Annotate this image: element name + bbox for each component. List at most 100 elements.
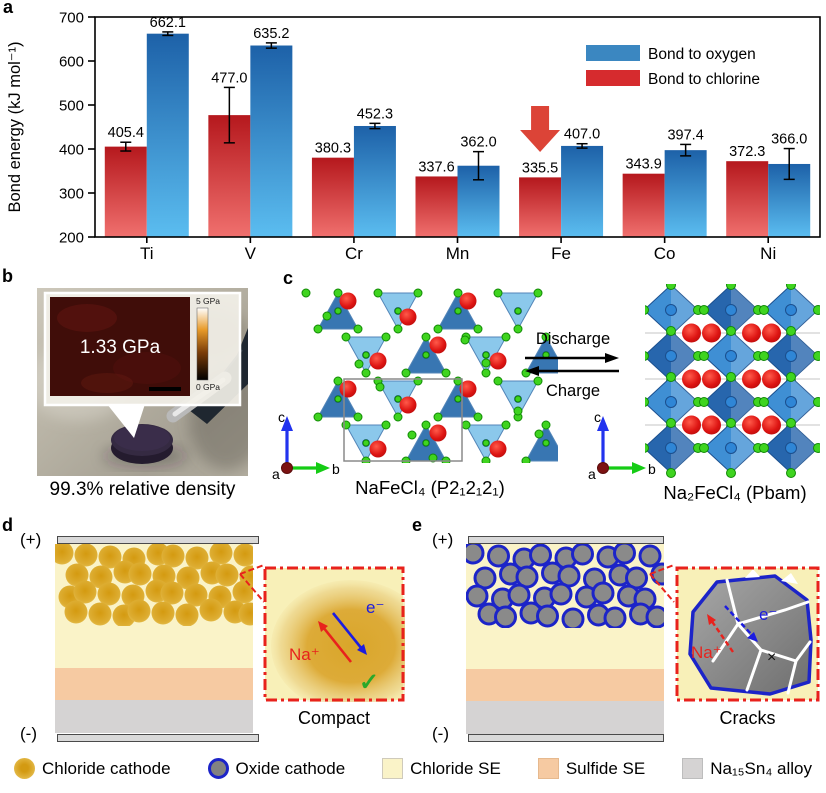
bar-value-label: 397.4 <box>667 127 703 143</box>
current-collector-top-e <box>468 536 664 544</box>
bar-Ni-chlorine <box>726 161 769 237</box>
relative-density-caption: 99.3% relative density <box>49 479 236 500</box>
oxide-cathode-swatch <box>207 758 229 779</box>
axis-indicator-left: c b a <box>272 409 340 482</box>
check-icon: ✓ <box>359 669 379 696</box>
cracks-inset: Na⁺ e⁻ × <box>675 566 820 702</box>
modulus-value: 1.33 GPa <box>80 337 161 358</box>
panel-label-c: c <box>283 268 294 288</box>
panel-label-a: a <box>3 0 14 17</box>
bar-value-label: 380.3 <box>315 141 351 157</box>
nafecl4-structure <box>301 288 558 463</box>
axis-indicator-right: c b a <box>588 409 656 482</box>
positive-electrode-label-e: (+) <box>432 530 454 549</box>
na2fecl4-formula: Na₂FeCl₄ (Pbam) <box>663 482 807 503</box>
reaction-arrows <box>525 353 619 376</box>
y-tick-label: 200 <box>59 230 84 247</box>
na-ion-label: Na⁺ <box>691 643 722 662</box>
x-tick-label: Ni <box>760 244 776 262</box>
inset-pointer <box>107 404 145 438</box>
cracks-caption: Cracks <box>719 708 776 728</box>
legend-item-sulfide-se: Sulfide SE <box>537 758 645 779</box>
c-axis-label: c <box>594 409 601 425</box>
alloy-layer-e <box>466 701 664 734</box>
y-tick-label: 500 <box>59 98 84 115</box>
c-axis-arrow <box>281 416 293 431</box>
chloride-se-layer-d <box>55 626 253 668</box>
bar-value-label: 366.0 <box>771 132 807 148</box>
crack-lines <box>711 578 812 695</box>
chart-legend-swatch <box>586 45 640 61</box>
charge-label: Charge <box>545 382 601 400</box>
chloride-se-layer-e <box>466 628 664 669</box>
na-ion-arrow <box>321 626 353 663</box>
legend-label: Chloride cathode <box>42 758 171 778</box>
inset-border-d <box>263 566 405 702</box>
bar-value-label: 343.9 <box>625 157 661 173</box>
bar-value-label: 452.3 <box>357 106 393 122</box>
compact-inset: Na⁺ e⁻ ✓ <box>263 566 405 702</box>
legend-label: Oxide cathode <box>235 758 346 778</box>
bar-value-label: 335.5 <box>522 160 558 176</box>
bar-V-oxygen <box>250 45 293 238</box>
y-axis-label: Bond energy (kJ mol⁻¹) <box>6 41 24 212</box>
bar-Fe-oxygen <box>561 145 604 237</box>
a-axis-dot <box>597 462 609 474</box>
x-tick-label: Cr <box>345 244 363 262</box>
bar-Cr-oxygen <box>353 125 396 237</box>
na-ion-label: Na⁺ <box>289 645 320 664</box>
figure-legend: Chloride cathode Oxide cathode Chloride … <box>0 758 826 779</box>
x-tick-label: Fe <box>551 244 571 262</box>
x-tick-label: V <box>245 244 257 262</box>
bond-energy-bar-chart: 200 300 400 500 600 700 Bond energy (kJ mol⁻¹)… <box>6 10 821 262</box>
x-tick-label: Co <box>654 244 676 262</box>
zoom-callout-lines-e <box>649 564 675 603</box>
afm-texture <box>81 373 133 393</box>
chart-legend-swatch <box>586 70 640 86</box>
sulfide-se-layer-d <box>55 668 253 700</box>
fe-highlight-arrow <box>520 106 561 152</box>
chart-legend-label: Bond to oxygen <box>648 46 756 63</box>
current-collector-bottom-e <box>468 734 664 742</box>
current-collector-bottom-d <box>57 734 259 742</box>
legend-item-alloy: Na₁₅Sn₄ alloy <box>682 758 812 779</box>
compact-caption: Compact <box>297 708 371 728</box>
colorbar-min-label: 0 GPa <box>196 382 220 392</box>
zoom-callout-lines-d <box>239 564 265 603</box>
x-tick-label: Mn <box>446 244 470 262</box>
sulfide-se-swatch <box>537 758 559 779</box>
na2fecl4-structure <box>645 284 820 478</box>
electron-label: e⁻ <box>759 605 777 624</box>
y-tick-label: 300 <box>59 186 84 203</box>
a-axis-label: a <box>272 466 280 482</box>
negative-electrode-label-d: (-) <box>20 724 37 743</box>
bar-Mn-chlorine <box>415 176 458 237</box>
y-tick-label: 600 <box>59 54 84 71</box>
discharge-label: Discharge <box>535 330 611 348</box>
bar-Co-oxygen <box>664 150 707 237</box>
b-axis-label: b <box>648 461 656 477</box>
bar-value-label: 407.0 <box>564 127 600 143</box>
panel-label-e: e <box>412 515 423 535</box>
legend-item-chloride-se: Chloride SE <box>382 758 501 779</box>
pellet-photo: 1.33 GPa 5 GPa 0 GPa <box>37 288 248 476</box>
bar-Fe-chlorine <box>519 177 562 237</box>
blocked-icon: × <box>767 649 776 666</box>
bar-value-label: 477.0 <box>211 70 247 86</box>
sulfide-se-layer-e <box>466 669 664 701</box>
crack-jag <box>745 569 760 578</box>
na-ion-arrow <box>710 619 734 653</box>
panel-label-b: b <box>2 266 13 286</box>
c-axis-arrow <box>597 416 609 431</box>
bar-value-label: 662.1 <box>150 15 186 31</box>
bar-value-label: 337.6 <box>418 159 454 175</box>
legend-item-chloride-cathode: Chloride cathode <box>14 758 171 779</box>
bar-value-label: 405.4 <box>108 125 144 141</box>
bar-value-label: 635.2 <box>253 26 289 42</box>
legend-label: Na₁₅Sn₄ alloy <box>710 758 812 778</box>
afm-texture <box>57 304 117 332</box>
charge-arrow <box>525 366 539 376</box>
a-axis-label: a <box>588 466 596 482</box>
y-tick-label: 400 <box>59 142 84 159</box>
